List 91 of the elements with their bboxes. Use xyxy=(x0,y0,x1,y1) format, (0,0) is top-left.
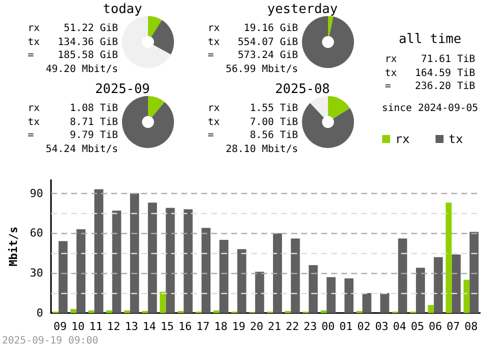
text: = 8.56 TiB xyxy=(206,129,298,142)
x-tick-label: 02 xyxy=(357,320,370,333)
text: rx 1.55 TiB xyxy=(206,102,298,116)
bar xyxy=(380,293,390,313)
bar xyxy=(106,310,112,313)
x-tick-label: 18 xyxy=(214,320,228,333)
x-tick-label: 01 xyxy=(339,320,353,333)
x-tick-label: 12 xyxy=(107,320,120,333)
x-tick-label: 11 xyxy=(89,320,102,333)
bar xyxy=(202,228,211,313)
x-tick-label: 17 xyxy=(196,320,210,333)
x-tick-label: 14 xyxy=(142,320,156,333)
text: rx 1.08 TiB xyxy=(26,102,118,116)
bar xyxy=(70,309,76,313)
text: since 2024-09-05 xyxy=(380,102,480,115)
bar xyxy=(470,232,479,313)
x-tick-label: 05 xyxy=(410,320,424,333)
y-tick-label: 30 xyxy=(30,266,44,280)
y-tick-label: 0 xyxy=(36,306,44,320)
bar xyxy=(76,229,86,313)
bar xyxy=(308,265,318,313)
text: 28.10 Mbit/s xyxy=(224,142,298,156)
bar xyxy=(166,208,175,313)
x-tick-label: 19 xyxy=(232,320,246,333)
x-tick-label: 06 xyxy=(428,320,442,333)
x-tick-label: 08 xyxy=(464,320,478,333)
x-tick-label: 10 xyxy=(71,320,85,333)
bar xyxy=(452,254,461,313)
x-tick-label: 00 xyxy=(321,320,335,333)
bar xyxy=(290,238,300,313)
y-tick-label: 60 xyxy=(30,226,44,240)
text: tx 134.36 GiB xyxy=(26,36,118,49)
text: tx 7.00 TiB xyxy=(206,116,298,129)
bar xyxy=(428,305,434,313)
bar xyxy=(416,268,425,313)
bar xyxy=(219,240,228,313)
bar xyxy=(320,310,327,313)
x-tick-label: 15 xyxy=(160,320,174,333)
bar xyxy=(213,310,220,313)
text: rx 19.16 GiB xyxy=(206,22,298,36)
bar xyxy=(184,209,193,313)
x-tick-label: 16 xyxy=(178,320,192,333)
x-tick-label: 23 xyxy=(304,320,317,333)
text: 54.24 Mbit/s xyxy=(44,142,118,156)
bar xyxy=(124,310,130,313)
text: = 236.20 TiB xyxy=(384,80,476,94)
text: tx 554.07 GiB xyxy=(206,36,298,49)
x-tick-label: 09 xyxy=(53,320,67,333)
bar xyxy=(112,210,122,313)
x-tick-label: 21 xyxy=(268,320,282,333)
bar xyxy=(326,277,336,313)
bar xyxy=(130,193,140,313)
bar xyxy=(160,292,166,313)
chart-title: 2025-08 xyxy=(275,82,330,97)
bar xyxy=(344,278,354,313)
text: rx 51.22 GiB xyxy=(26,22,118,36)
x-tick-label: 04 xyxy=(392,320,407,333)
chart-title: 2025-09 xyxy=(94,82,151,97)
chart-title: today xyxy=(102,2,144,17)
x-tick-label: 20 xyxy=(250,320,264,333)
bar xyxy=(255,272,264,313)
text: tx 164.59 TiB xyxy=(384,66,476,80)
bar xyxy=(94,189,104,313)
x-tick-label: 13 xyxy=(124,320,138,333)
bar xyxy=(88,310,94,313)
bar xyxy=(273,233,282,313)
text: = 9.79 TiB xyxy=(26,129,118,142)
bar xyxy=(148,202,157,313)
text: rx 71.61 TiB xyxy=(384,53,476,66)
text: tx 8.71 TiB xyxy=(26,116,118,129)
text: = 185.58 GiB xyxy=(26,49,118,62)
x-tick-label: 07 xyxy=(446,320,460,333)
text: 2025-09-19 09:00 xyxy=(2,336,98,346)
legend-label: tx xyxy=(448,132,464,146)
y-tick-label: 90 xyxy=(30,186,44,200)
bar xyxy=(58,241,68,313)
bar xyxy=(434,257,443,313)
legend-label: rx xyxy=(395,132,410,146)
text: all time xyxy=(398,32,462,47)
bar xyxy=(362,293,372,313)
text: 56.99 Mbit/s xyxy=(224,62,298,76)
bar xyxy=(237,249,246,313)
x-tick-label: 03 xyxy=(375,320,388,333)
text: 49.20 Mbit/s xyxy=(44,62,118,76)
chart-title: yesterday xyxy=(266,2,339,17)
y-axis-title: Mbit/s xyxy=(7,226,20,266)
bar xyxy=(398,238,408,313)
bar xyxy=(446,202,452,313)
bar xyxy=(464,280,470,313)
x-tick-label: 22 xyxy=(286,320,299,333)
text: = 573.24 GiB xyxy=(206,49,298,62)
